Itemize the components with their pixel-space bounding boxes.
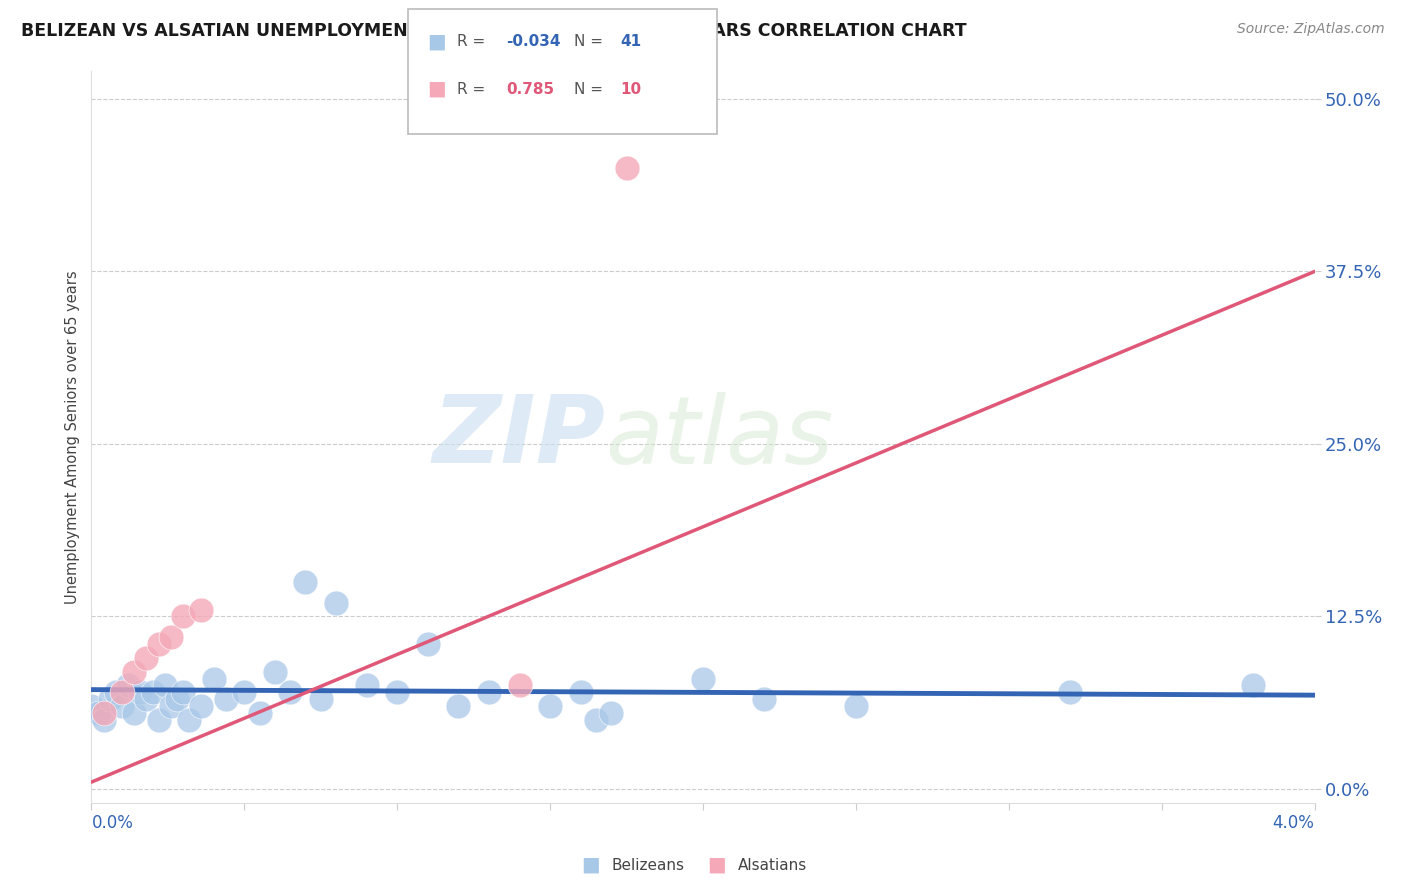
Point	[93, 706, 115, 720]
Point	[478, 685, 501, 699]
Point	[294, 574, 316, 589]
Point	[538, 699, 561, 714]
Point	[600, 706, 623, 720]
Y-axis label: Unemployment Among Seniors over 65 years: Unemployment Among Seniors over 65 years	[65, 270, 80, 604]
Point	[104, 685, 127, 699]
Text: 41: 41	[620, 35, 641, 49]
Text: Alsatians: Alsatians	[738, 858, 807, 872]
Point	[172, 685, 194, 699]
Point	[692, 672, 714, 686]
Point	[278, 685, 301, 699]
Point	[569, 685, 592, 699]
Text: ▪: ▪	[426, 75, 447, 103]
Point	[166, 692, 188, 706]
Point	[160, 630, 183, 644]
Text: ▪: ▪	[581, 851, 600, 880]
Point	[135, 651, 157, 665]
Point	[179, 713, 201, 727]
Text: ZIP: ZIP	[432, 391, 605, 483]
Text: 0.0%: 0.0%	[91, 814, 134, 832]
Point	[309, 692, 332, 706]
Text: atlas: atlas	[605, 392, 834, 483]
Point	[160, 699, 183, 714]
Point	[98, 692, 121, 706]
Point	[1243, 678, 1265, 692]
Point	[172, 609, 194, 624]
Point	[129, 685, 152, 699]
Point	[509, 678, 531, 692]
Text: -0.034: -0.034	[506, 35, 561, 49]
Point	[356, 678, 378, 692]
Point	[80, 699, 103, 714]
Point	[153, 678, 176, 692]
Point	[135, 692, 157, 706]
Text: 10: 10	[620, 82, 641, 96]
Point	[845, 699, 868, 714]
Point	[385, 685, 409, 699]
Point	[111, 685, 134, 699]
Text: N =: N =	[574, 82, 603, 96]
Text: 0.785: 0.785	[506, 82, 554, 96]
Point	[202, 672, 225, 686]
Point	[148, 713, 170, 727]
Point	[93, 713, 115, 727]
Text: ▪: ▪	[707, 851, 727, 880]
Point	[86, 706, 108, 720]
Text: Source: ZipAtlas.com: Source: ZipAtlas.com	[1237, 22, 1385, 37]
Point	[122, 706, 145, 720]
Point	[117, 678, 139, 692]
Point	[111, 699, 134, 714]
Point	[447, 699, 470, 714]
Text: 4.0%: 4.0%	[1272, 814, 1315, 832]
Point	[325, 596, 347, 610]
Point	[122, 665, 145, 679]
Point	[233, 685, 256, 699]
Text: R =: R =	[457, 35, 485, 49]
Point	[148, 637, 170, 651]
Text: N =: N =	[574, 35, 603, 49]
Text: R =: R =	[457, 82, 485, 96]
Point	[754, 692, 776, 706]
Point	[416, 637, 439, 651]
Text: BELIZEAN VS ALSATIAN UNEMPLOYMENT AMONG SENIORS OVER 65 YEARS CORRELATION CHART: BELIZEAN VS ALSATIAN UNEMPLOYMENT AMONG …	[21, 22, 967, 40]
Text: ▪: ▪	[426, 28, 447, 56]
Point	[264, 665, 287, 679]
Text: Belizeans: Belizeans	[612, 858, 685, 872]
Point	[1059, 685, 1081, 699]
Point	[585, 713, 607, 727]
Point	[190, 602, 212, 616]
Point	[616, 161, 638, 175]
Point	[141, 685, 163, 699]
Point	[249, 706, 271, 720]
Point	[215, 692, 238, 706]
Point	[190, 699, 212, 714]
